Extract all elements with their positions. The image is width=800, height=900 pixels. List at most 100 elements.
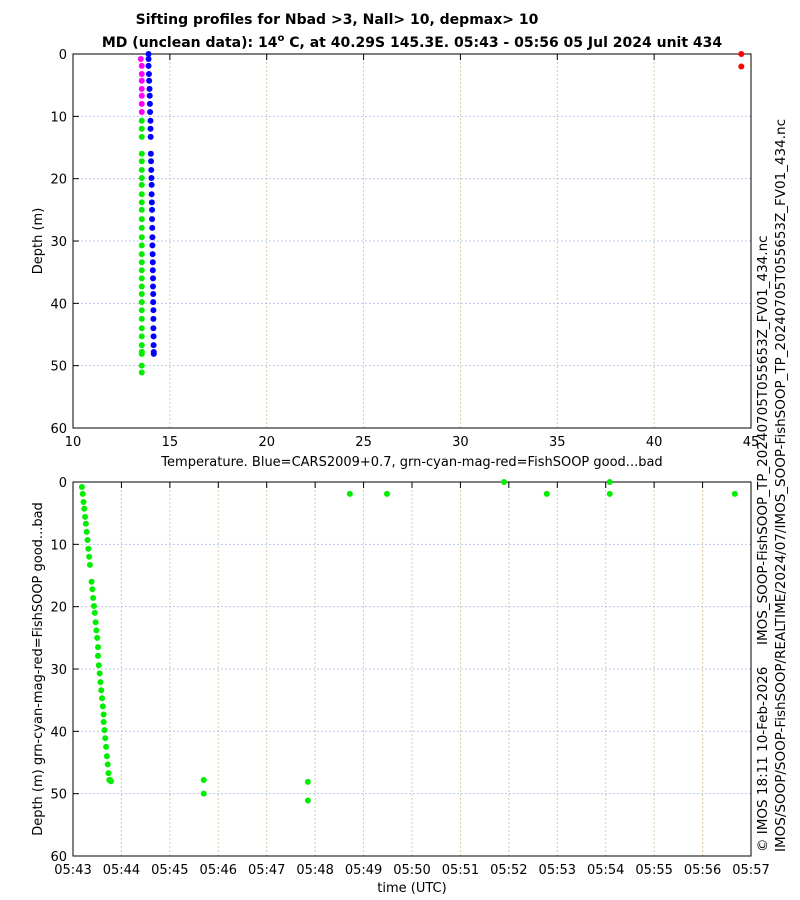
data-point <box>138 283 145 290</box>
data-point <box>94 634 101 641</box>
data-point <box>149 242 156 249</box>
x-tick-label: 20 <box>258 435 275 450</box>
data-point <box>86 561 93 568</box>
x-tick-label: 05:52 <box>490 863 527 878</box>
data-point <box>138 299 145 306</box>
data-point <box>138 100 145 107</box>
data-point <box>304 778 311 785</box>
x-tick-label: 05:45 <box>151 863 188 878</box>
data-point <box>200 776 207 783</box>
x-tick-label: 05:53 <box>539 863 576 878</box>
data-point <box>148 181 155 188</box>
data-point <box>150 283 157 290</box>
data-point <box>88 578 95 585</box>
data-point <box>86 553 93 560</box>
data-point <box>138 242 145 249</box>
x-tick-label: 05:54 <box>587 863 624 878</box>
data-point <box>81 505 88 512</box>
x-tick-label: 45 <box>743 435 760 450</box>
y-tick-label: 20 <box>50 601 67 616</box>
data-point <box>95 662 102 669</box>
data-point <box>138 348 145 355</box>
data-point <box>84 536 91 543</box>
data-point <box>104 761 111 768</box>
data-point <box>146 92 153 99</box>
data-point <box>383 490 390 497</box>
data-point <box>200 790 207 797</box>
y-tick-label: 50 <box>50 360 67 375</box>
x-tick-label: 05:44 <box>103 863 140 878</box>
x-tick-label: 05:48 <box>296 863 333 878</box>
data-point <box>147 108 154 115</box>
data-point <box>92 619 99 626</box>
data-point <box>105 770 112 777</box>
data-point <box>149 224 156 231</box>
data-point <box>90 603 97 610</box>
data-point <box>138 175 145 182</box>
data-point <box>148 191 155 198</box>
y-tick-label: 20 <box>50 173 67 188</box>
y-axis-label-top: Depth (m) <box>31 208 46 275</box>
data-point <box>82 520 89 527</box>
data-point <box>90 594 97 601</box>
data-point <box>138 150 145 157</box>
chart-subtitle: MD (unclean data): 14o C, at 40.29S 145.… <box>102 33 723 51</box>
data-point <box>138 362 145 369</box>
data-point <box>93 627 100 634</box>
data-point <box>138 70 145 77</box>
data-point <box>346 490 353 497</box>
x-tick-label: 05:46 <box>200 863 237 878</box>
data-point <box>501 479 508 485</box>
data-point <box>150 315 157 322</box>
data-point <box>150 325 157 332</box>
y-tick-label: 10 <box>50 538 67 553</box>
data-point <box>606 490 613 497</box>
data-point <box>138 133 145 140</box>
data-point <box>103 753 110 760</box>
x-tick-label: 05:43 <box>54 863 91 878</box>
data-point <box>138 206 145 213</box>
y-tick-label: 0 <box>59 476 67 491</box>
data-point <box>138 191 145 198</box>
data-point <box>150 350 157 357</box>
data-point <box>138 307 145 314</box>
data-point <box>138 259 145 266</box>
data-point <box>149 234 156 241</box>
y-axis-label-bottom: Depth (m) grn-cyan-mag-red=FishSOOP good… <box>31 502 46 836</box>
x-tick-label: 05:56 <box>684 863 721 878</box>
x-tick-label: 25 <box>355 435 372 450</box>
data-point <box>147 125 154 132</box>
data-point <box>138 369 145 376</box>
x-tick-label: 05:47 <box>248 863 285 878</box>
data-point <box>148 166 155 173</box>
data-point <box>149 267 156 274</box>
data-point <box>543 490 550 497</box>
data-point <box>99 703 106 710</box>
data-point <box>138 234 145 241</box>
x-tick-label: 05:55 <box>635 863 672 878</box>
data-point <box>148 175 155 182</box>
data-point <box>107 778 114 785</box>
data-point <box>103 743 110 750</box>
data-point <box>146 85 153 92</box>
y-tick-label: 40 <box>50 297 67 312</box>
data-point <box>606 479 613 485</box>
data-point <box>82 513 89 520</box>
data-point <box>138 108 145 115</box>
data-point <box>138 333 145 340</box>
data-point <box>148 199 155 206</box>
x-tick-label: 35 <box>549 435 566 450</box>
x-tick-label: 05:50 <box>393 863 430 878</box>
copyright-label: © IMOS 18:11 10-Feb-2026 <box>755 667 771 852</box>
y-tick-label: 30 <box>50 235 67 250</box>
y-tick-label: 10 <box>50 110 67 125</box>
data-point <box>149 216 156 223</box>
file-name-label: IMOS_SOOP-FishSOOP_TP_20240705T055653Z_F… <box>755 235 771 645</box>
data-point <box>138 181 145 188</box>
data-point <box>138 342 145 349</box>
data-point <box>145 51 152 57</box>
data-point <box>100 718 107 725</box>
data-point <box>101 727 108 734</box>
data-point <box>138 290 145 297</box>
